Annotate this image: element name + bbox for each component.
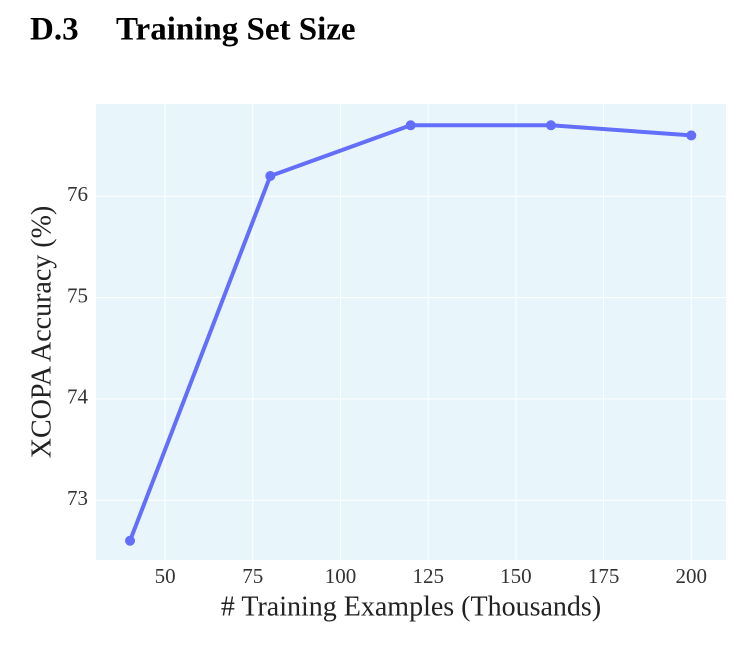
x-tick-label: 100 <box>325 564 357 588</box>
section-title: Training Set Size <box>116 12 356 48</box>
y-tick-label: 76 <box>67 182 88 206</box>
data-point <box>265 170 276 181</box>
y-axis-label: XCOPA Accuracy (%) <box>26 206 57 458</box>
y-tick-label: 74 <box>67 385 89 409</box>
data-point <box>125 535 136 546</box>
x-tick-label: 125 <box>412 564 444 588</box>
x-tick-label: 75 <box>242 564 263 588</box>
x-tick-label: 175 <box>588 564 620 588</box>
section-number: D.3 <box>30 12 79 48</box>
data-point <box>686 130 697 141</box>
x-tick-label: 150 <box>500 564 532 588</box>
plot-background <box>96 104 726 560</box>
data-point <box>405 120 416 131</box>
data-point <box>545 120 556 131</box>
x-tick-label: 50 <box>155 564 176 588</box>
y-tick-label: 75 <box>67 283 88 307</box>
y-tick-label: 73 <box>67 486 88 510</box>
x-axis-label: # Training Examples (Thousands) <box>221 591 601 622</box>
x-tick-label: 200 <box>676 564 708 588</box>
